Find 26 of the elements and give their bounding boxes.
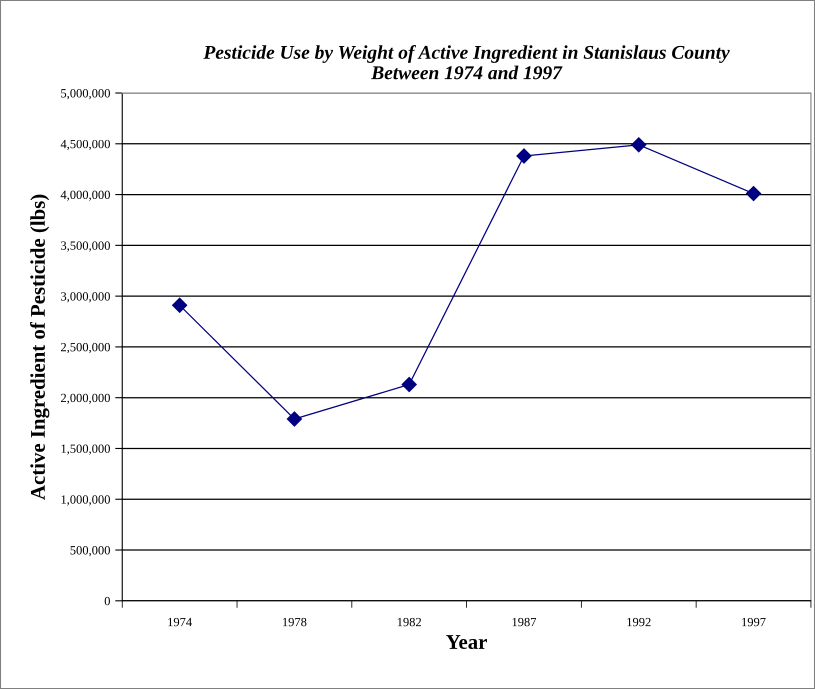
y-tick-label: 4,000,000 bbox=[60, 190, 110, 201]
y-tick-label: 500,000 bbox=[70, 546, 110, 556]
y-tick-label: 0 bbox=[104, 596, 110, 606]
y-tick-label: 1,000,000 bbox=[62, 495, 110, 506]
y-tick-label: 2,000,000 bbox=[60, 394, 110, 404]
y-axis-title: Active Ingredient of Pesticide (lbs) bbox=[30, 194, 50, 500]
point bbox=[631, 137, 646, 152]
point bbox=[172, 298, 188, 313]
point bbox=[516, 148, 532, 164]
x-tick-label: 1978 bbox=[283, 618, 306, 626]
x-tick-label: 1987 bbox=[512, 618, 536, 626]
x-tick-label: 1992 bbox=[627, 618, 651, 626]
y-tick-label: 5,000,000 bbox=[61, 89, 110, 100]
x-tick-label: 1997 bbox=[742, 618, 766, 626]
y-tick-label: 3,500,000 bbox=[61, 241, 110, 252]
y-tick-label: 3,000,000 bbox=[61, 292, 110, 302]
chart-title: Pesticide Use by Weight of Active Ingredient in Stanislaus County Between 1974 and 1997 bbox=[203, 45, 730, 80]
point bbox=[286, 411, 302, 427]
x-tick-label: 1982 bbox=[398, 618, 422, 626]
x-tick-label: 1974 bbox=[168, 618, 192, 626]
y-tick-label: 4,500,000 bbox=[60, 140, 110, 150]
point bbox=[402, 376, 417, 392]
x-axis-title: Year bbox=[446, 635, 487, 650]
y-tick-label: 1,500,000 bbox=[62, 444, 110, 455]
y-tick-label: 2,500,000 bbox=[60, 342, 110, 354]
point bbox=[746, 186, 762, 202]
